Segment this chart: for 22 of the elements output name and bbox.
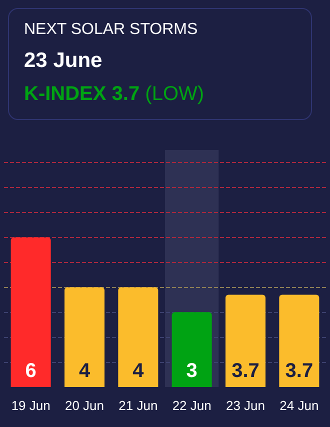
x-tick-label: 20 Jun (64, 398, 104, 413)
bar (10, 237, 51, 387)
data-label: 4 (132, 360, 145, 382)
bar (226, 294, 266, 387)
data-label: 3.7 (285, 360, 314, 382)
bar (279, 294, 320, 387)
data-label: 3.7 (232, 360, 260, 382)
x-tick-label: 22 Jun (172, 398, 212, 413)
x-tick-label: 24 Jun (280, 398, 319, 413)
bar (118, 287, 158, 387)
text: K-INDEX 3.7 (24, 83, 140, 105)
x-tick-label: 19 Jun (11, 398, 50, 413)
data-label: 4 (78, 360, 91, 382)
bar (64, 287, 104, 387)
text: (LOW) (145, 83, 204, 105)
data-label: 3 (186, 360, 198, 382)
chart-title: NEXT SOLAR STORMS (24, 21, 199, 39)
x-tick-label: 21 Jun (118, 398, 158, 413)
data-label: 6 (25, 360, 36, 382)
x-tick-label: 23 Jun (226, 398, 266, 413)
chart-subtitle: 23 June (24, 49, 104, 73)
bar (172, 312, 212, 387)
